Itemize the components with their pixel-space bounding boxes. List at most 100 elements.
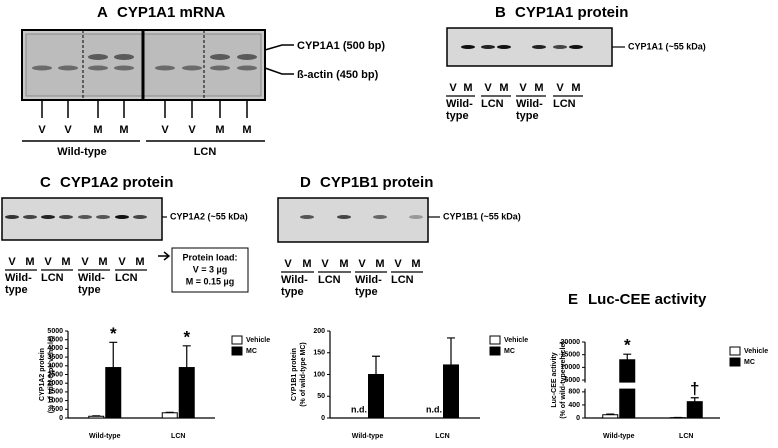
note-line: M = 0.15 µg [186,276,234,286]
band [237,65,257,71]
band [569,45,583,49]
lane-label: M [499,82,508,94]
band [5,215,19,219]
y-tick-label: 2000 [47,380,63,387]
y-axis-label-line: (% of wild-type vehicle) [48,336,55,413]
error-bar [690,397,699,402]
y-tick-label: 20000 [561,339,581,346]
axis-break [581,382,589,389]
band [78,215,92,219]
band [58,65,78,71]
bracket [264,44,294,75]
panel-title: CYP1B1 protein [320,174,433,191]
group-label: type [5,284,28,296]
bar [105,367,122,419]
band [497,45,511,49]
error-bar [606,413,615,415]
y-tick-label: 400 [568,402,580,409]
lane-label: M [411,258,420,270]
group-label: LCN [481,98,504,110]
y-axis-label-line: CYP1B1 protein [291,348,298,401]
lane-label: M [119,124,128,136]
panel-letter: B [495,4,506,21]
y-tick-label: 0 [59,415,63,422]
group-label: type [446,110,469,122]
band [88,54,108,60]
band [337,215,351,219]
bar [368,374,384,419]
lane-label: V [161,124,169,136]
bar [602,414,619,419]
y-tick-label: 150 [313,350,325,357]
group-label: LCN [194,146,217,158]
lane-label: V [118,256,126,268]
group-label: LCN [318,274,341,286]
bar [619,359,636,419]
group-label: Wild- [355,274,382,286]
band [41,215,55,219]
lane-label: V [188,124,196,136]
lane-label: V [284,258,292,270]
group-label: Wild- [78,272,105,284]
panel-letter: D [300,174,311,191]
group-label: LCN [115,272,138,284]
error-bar [182,345,191,368]
legend-swatch [489,346,501,356]
lane-label: M [215,124,224,136]
value-label: n.d. [426,404,442,414]
band [532,45,546,49]
group-label: Wild- [516,98,543,110]
band [461,45,475,49]
band [133,215,147,219]
y-tick-label: 1000 [47,397,63,404]
lane-label: V [519,82,527,94]
lane-label: M [534,82,543,94]
band [237,54,257,60]
panel-letter: C [40,174,51,191]
band [23,215,37,219]
arrow [158,251,171,261]
y-axis-label: CYP1A2 protein (% of wild-type vehicle) [39,336,55,413]
band-label: ß-actin (450 bp) [297,69,379,81]
annotation: * [110,324,117,343]
y-tick-label: 500 [51,406,63,413]
annotation: * [624,336,631,355]
panel-title: CYP1A1 protein [515,4,628,21]
band [32,65,52,71]
y-tick-label: 0 [576,415,580,422]
legend-swatch [231,335,243,345]
band-label: CYP1A2 (~55 kDa) [170,211,248,221]
bar-break [618,382,636,389]
note-line: V = 3 µg [193,264,227,274]
lane-label: M [242,124,251,136]
x-tick-label: Wild-type [89,433,121,440]
y-axis-label-line: (% of wild-type MC) [300,342,307,407]
group-label: type [78,284,101,296]
y-tick-label: 10000 [561,364,581,371]
y-axis-label: Luc-CEE activity (% of wild-type vehicle) [551,341,567,418]
x-tick-label: LCN [679,433,693,440]
panel-letter: A [97,4,108,21]
legend-swatch [489,335,501,345]
x-tick-label: LCN [171,433,185,440]
band [409,215,423,219]
lane-label: M [463,82,472,94]
y-tick-label: 50 [317,393,325,400]
lane-label: M [25,256,34,268]
y-tick-label: 1500 [47,389,63,396]
group-label: LCN [41,272,64,284]
y-tick-label: 4000 [47,345,63,352]
y-tick-label: 0 [321,415,325,422]
group-label: type [281,286,304,298]
error-bar [372,355,380,375]
bar [161,412,178,419]
group-label: Wild- [446,98,473,110]
band [481,45,495,49]
value-label: n.d. [351,404,367,414]
band [114,65,134,71]
legend-label: Vehicle [504,337,528,344]
legend-swatch [729,346,741,356]
panel-title: CYP1A2 protein [60,174,173,191]
error-bar [109,341,118,368]
legend-swatch [231,346,243,356]
